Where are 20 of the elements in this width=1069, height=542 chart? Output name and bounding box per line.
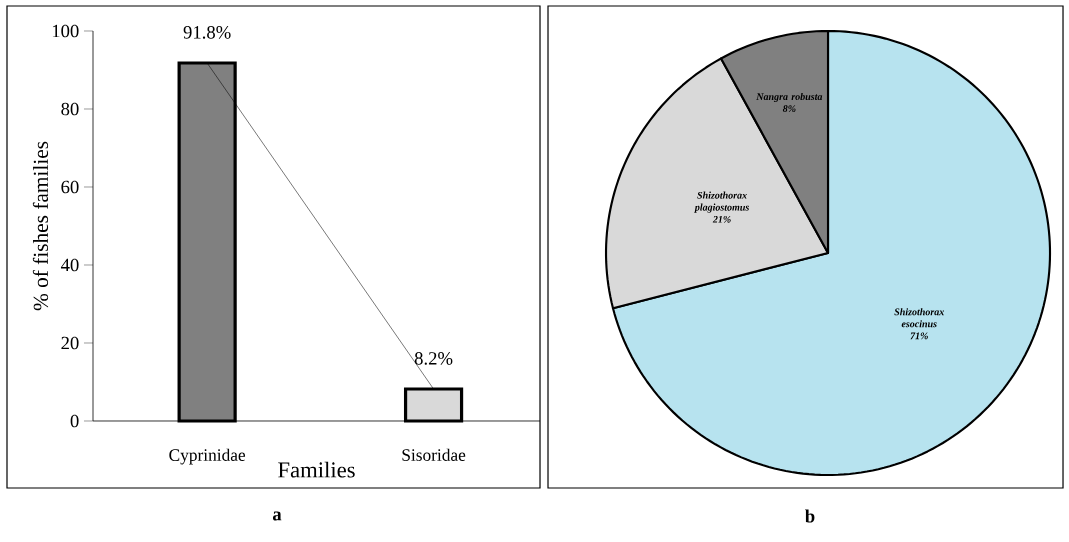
x-tick-label: Cyprinidae	[169, 448, 246, 465]
y-tick-label: 40	[60, 258, 79, 272]
data-label: 8%	[782, 105, 796, 112]
data-label: 8.2%	[414, 352, 453, 365]
y-tick-label: 60	[61, 180, 79, 194]
x-axis-title: Families	[278, 461, 355, 478]
y-tick-label: 0	[70, 414, 79, 428]
y-tick-label: 100	[52, 24, 79, 38]
slice-label: Shizothorax plagiostomus	[694, 191, 749, 213]
data-label: 91.8%	[183, 26, 231, 39]
data-label: 21%	[712, 215, 731, 223]
slice-label: Shizothorax esocinus	[894, 308, 944, 328]
y-tick-label: 20	[61, 336, 79, 350]
slice-label: Nangra robusta	[756, 92, 823, 103]
x-tick-label: Sisoridae	[402, 448, 466, 461]
data-label: 71%	[910, 332, 928, 340]
text: b	[805, 509, 815, 523]
y-axis-title: % of fishes families	[32, 141, 49, 311]
text: a	[272, 511, 282, 521]
y-tick-label: 80	[61, 102, 79, 116]
